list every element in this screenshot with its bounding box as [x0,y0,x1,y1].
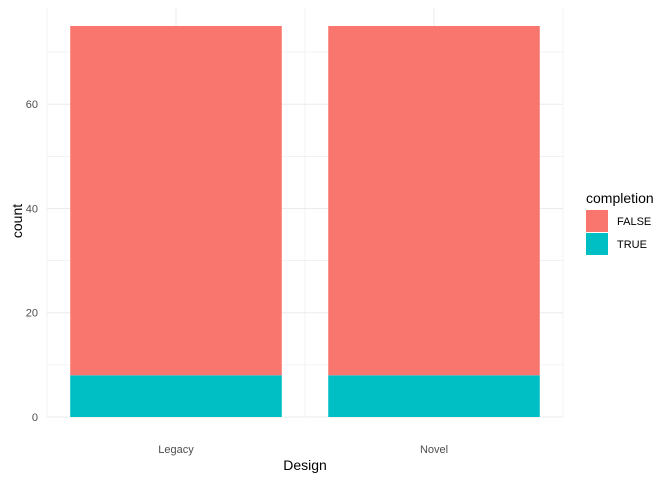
legend-title: completion [586,190,654,206]
x-axis-ticks: Legacy Novel [158,444,448,456]
legend-label-false: FALSE [617,216,651,228]
legend: completion FALSE TRUE [586,190,654,255]
bar-novel-false [328,26,540,376]
bars [70,26,540,417]
y-tick-label: 60 [26,99,38,111]
y-tick-label: 40 [26,203,38,215]
y-tick-label: 20 [26,308,38,320]
bar-legacy-true [70,375,282,417]
legend-key-false [586,210,608,232]
y-axis-title: count [9,204,25,238]
legend-items: FALSE TRUE [586,210,651,255]
y-tick-label: 0 [32,412,38,424]
bar-legacy-false [70,26,282,376]
x-axis-title: Design [283,457,327,473]
y-axis-ticks: 0 20 40 60 [26,99,38,424]
legend-key-true [586,233,608,255]
legend-label-true: TRUE [617,239,647,251]
bar-novel-true [328,375,540,417]
x-tick-label: Novel [420,444,448,456]
x-tick-label: Legacy [158,444,194,456]
